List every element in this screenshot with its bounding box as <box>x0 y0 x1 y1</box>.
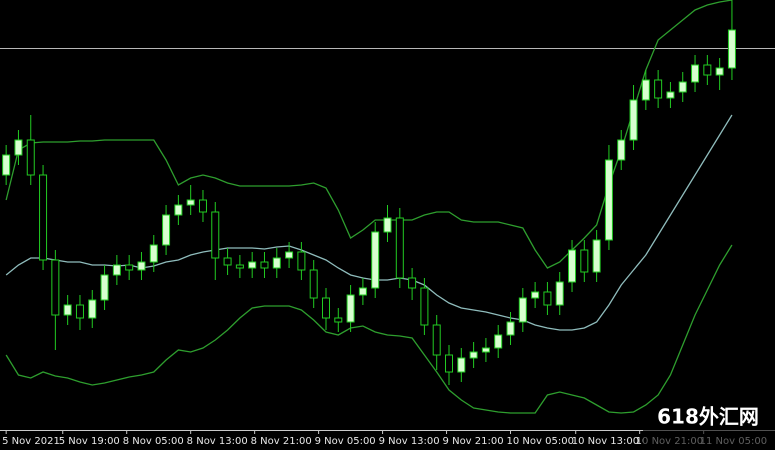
x-tick-label: 8 Nov 05:00 <box>123 436 184 447</box>
candle-body <box>555 281 564 306</box>
candle-body <box>174 204 183 216</box>
x-tick-label: 9 Nov 21:00 <box>443 436 504 447</box>
candle-body <box>248 261 257 269</box>
watermark-bg <box>643 426 775 450</box>
candle-body <box>678 81 687 93</box>
x-tick-label: 9 Nov 05:00 <box>315 436 376 447</box>
candle-body <box>727 29 736 69</box>
candle-body <box>285 251 294 259</box>
x-tick-label: 10 Nov 13:00 <box>572 436 639 447</box>
candle-body <box>223 257 232 266</box>
candle-body <box>346 294 355 323</box>
candle-body <box>88 299 97 319</box>
x-tick-label: 9 Nov 13:00 <box>379 436 440 447</box>
candle-body <box>39 174 48 261</box>
x-tick-label: 8 Nov 21:00 <box>251 436 312 447</box>
candle-body <box>457 357 466 373</box>
candle-body <box>531 291 540 299</box>
candle-body <box>641 79 650 101</box>
candle-body <box>334 317 343 323</box>
candle-body <box>580 249 589 273</box>
candle-body <box>51 259 60 316</box>
candle-body <box>469 351 478 359</box>
candle-body <box>14 139 23 156</box>
candle-body <box>629 99 638 141</box>
candle-body <box>112 264 121 276</box>
candle-body <box>63 304 72 316</box>
candle-body <box>445 354 454 373</box>
watermark: 618外汇网 <box>657 405 759 429</box>
candle-body <box>432 324 441 356</box>
candle-body <box>162 214 171 246</box>
candle-body <box>691 64 700 83</box>
candle-body <box>617 139 626 161</box>
candle-body <box>604 159 613 241</box>
candle-body <box>383 217 392 233</box>
candle-body <box>75 304 84 319</box>
band-line <box>5 244 733 414</box>
candle-body <box>395 217 404 279</box>
x-tick-label: 5 Nov 2021 <box>2 436 60 447</box>
candle-body <box>408 277 417 289</box>
candle-body <box>2 154 11 176</box>
candle-body <box>358 287 367 296</box>
candle-body <box>518 297 527 323</box>
candle-body <box>260 261 269 269</box>
candle-body <box>666 91 675 99</box>
candle-body <box>715 67 724 76</box>
candle-body <box>420 287 429 326</box>
candle-body <box>235 264 244 269</box>
candle-body <box>481 347 490 353</box>
candle-body <box>506 321 515 336</box>
x-tick-label: 5 Nov 19:00 <box>59 436 120 447</box>
x-tick-label: 8 Nov 13:00 <box>187 436 248 447</box>
candle-body <box>568 249 577 283</box>
candle-body <box>100 274 109 301</box>
candle-body <box>654 79 663 99</box>
candle-body <box>186 199 195 206</box>
candle-body <box>371 231 380 289</box>
candle-body <box>297 251 306 271</box>
candle-body <box>211 211 220 259</box>
candle-body <box>309 269 318 299</box>
candle-body <box>272 257 281 269</box>
candle-body <box>149 244 158 263</box>
candle-body <box>494 334 503 349</box>
x-tick-label: 10 Nov 05:00 <box>507 436 574 447</box>
candle-body <box>592 239 601 273</box>
candle-body <box>26 139 35 176</box>
candle-body <box>137 261 146 271</box>
candle-body <box>703 64 712 76</box>
candle-body <box>125 264 134 271</box>
candle-body <box>321 297 330 319</box>
candle-body <box>198 199 207 213</box>
candle-body <box>543 291 552 306</box>
